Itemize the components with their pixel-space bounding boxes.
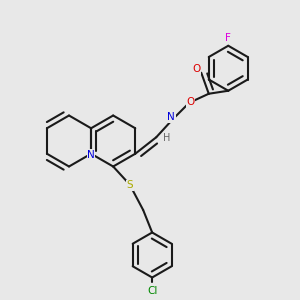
Text: Cl: Cl (147, 286, 158, 296)
Text: O: O (193, 64, 201, 74)
Text: H: H (163, 133, 170, 143)
Text: F: F (225, 33, 231, 43)
Text: N: N (87, 150, 95, 160)
Text: S: S (126, 181, 133, 190)
Text: O: O (186, 97, 194, 107)
Text: N: N (167, 112, 175, 122)
